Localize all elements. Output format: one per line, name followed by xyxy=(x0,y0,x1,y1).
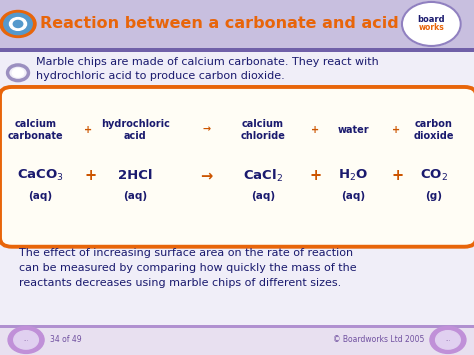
Text: (aq): (aq) xyxy=(28,191,52,201)
Circle shape xyxy=(13,20,23,27)
Text: ...: ... xyxy=(445,337,451,343)
Text: board: board xyxy=(418,15,445,24)
Circle shape xyxy=(12,69,24,77)
Text: (aq): (aq) xyxy=(341,191,365,201)
Bar xyxy=(0,325,474,328)
Bar xyxy=(0,48,474,52)
Text: Reaction between a carbonate and acid: Reaction between a carbonate and acid xyxy=(40,16,399,32)
Text: Marble chips are made of calcium carbonate. They react with
hydrochloric acid to: Marble chips are made of calcium carbona… xyxy=(36,57,378,81)
Text: →: → xyxy=(200,168,212,183)
Circle shape xyxy=(402,2,461,46)
Text: hydrochloric
acid: hydrochloric acid xyxy=(100,119,170,141)
Text: 34 of 49: 34 of 49 xyxy=(50,335,82,344)
Text: calcium
chloride: calcium chloride xyxy=(241,119,285,141)
FancyBboxPatch shape xyxy=(0,87,474,247)
Text: works: works xyxy=(419,23,444,32)
Text: carbon
dioxide: carbon dioxide xyxy=(413,119,454,141)
Text: (g): (g) xyxy=(425,191,442,201)
Text: +: + xyxy=(309,168,321,183)
Text: +: + xyxy=(391,168,403,183)
Text: © Boardworks Ltd 2005: © Boardworks Ltd 2005 xyxy=(333,335,424,344)
Circle shape xyxy=(436,331,460,349)
Circle shape xyxy=(4,13,32,34)
Text: CO$_2$: CO$_2$ xyxy=(419,168,448,183)
Text: CaCl$_2$: CaCl$_2$ xyxy=(243,168,283,184)
Text: CaCO$_3$: CaCO$_3$ xyxy=(17,168,64,183)
Text: +: + xyxy=(392,125,400,135)
Text: 2HCl: 2HCl xyxy=(118,169,152,182)
Circle shape xyxy=(14,331,38,349)
Circle shape xyxy=(9,17,27,30)
Text: →: → xyxy=(202,125,210,135)
Text: calcium
carbonate: calcium carbonate xyxy=(8,119,64,141)
Text: +: + xyxy=(85,168,97,183)
Text: (aq): (aq) xyxy=(123,191,147,201)
Bar xyxy=(0,0,474,48)
Text: ...: ... xyxy=(23,337,29,343)
Text: (aq): (aq) xyxy=(251,191,275,201)
Circle shape xyxy=(0,10,36,37)
Text: H$_2$O: H$_2$O xyxy=(338,168,368,183)
Circle shape xyxy=(8,327,44,354)
Text: water: water xyxy=(337,125,369,135)
Text: +: + xyxy=(311,125,319,135)
Text: +: + xyxy=(83,125,92,135)
Text: The effect of increasing surface area on the rate of reaction
can be measured by: The effect of increasing surface area on… xyxy=(19,248,356,288)
Circle shape xyxy=(430,327,466,354)
Bar xyxy=(0,325,474,355)
